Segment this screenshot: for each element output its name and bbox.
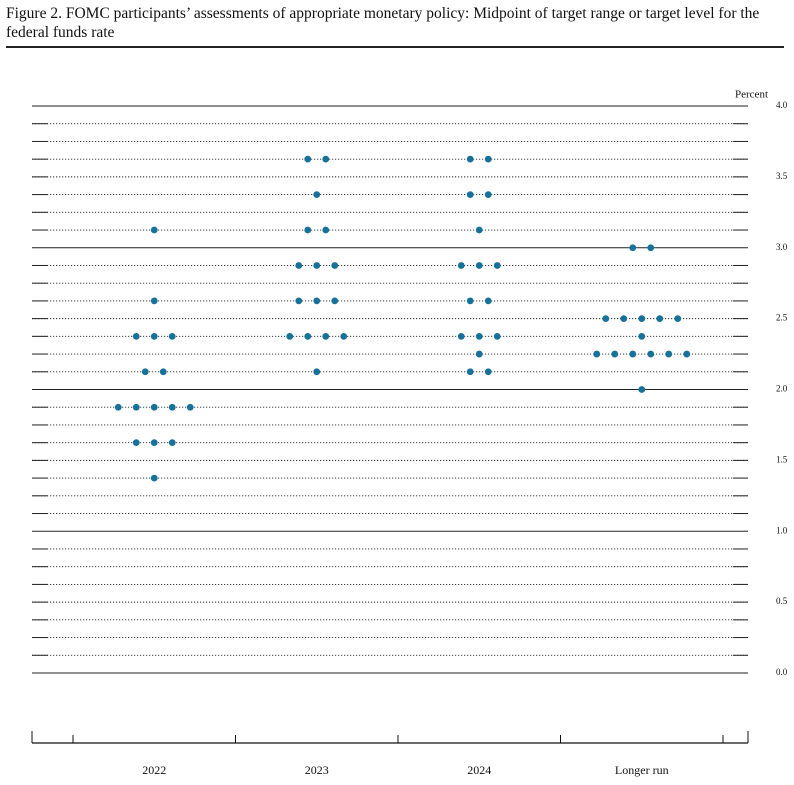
dot: [638, 332, 646, 340]
dot: [602, 315, 610, 323]
dot: [159, 368, 167, 376]
dot: [304, 226, 312, 234]
dot: [313, 297, 321, 305]
y-tick-label: 1.5: [776, 454, 788, 464]
dot: [683, 350, 691, 358]
dot: [331, 297, 339, 305]
dot: [141, 368, 149, 376]
y-tick-label: 1.0: [776, 525, 788, 535]
dot: [150, 439, 158, 447]
dot: [629, 244, 637, 252]
dot: [150, 332, 158, 340]
chart-title: Figure 2. FOMC participants’ assessments…: [6, 5, 760, 41]
dot: [286, 332, 294, 340]
dot: [484, 155, 492, 163]
dot: [638, 386, 646, 393]
dot: [168, 332, 176, 340]
dot: [322, 332, 330, 340]
dot: [493, 332, 501, 340]
dot: [150, 226, 158, 234]
dot: [304, 155, 312, 163]
y-tick-label: 0.0: [776, 667, 788, 677]
y-tick-label: 3.5: [776, 171, 788, 181]
dot: [457, 262, 465, 269]
dot: [150, 297, 158, 305]
dot: [132, 439, 140, 447]
dot: [475, 262, 483, 269]
dot: [114, 403, 122, 411]
dot: [322, 226, 330, 234]
dot: [484, 191, 492, 198]
dot: [466, 297, 474, 305]
dot: [150, 403, 158, 411]
dot: [340, 332, 348, 340]
x-tick-label: Longer run: [615, 763, 669, 777]
dot: [295, 262, 303, 269]
dot: [168, 403, 176, 411]
dot: [457, 332, 465, 340]
dot: [647, 244, 655, 252]
dot: [331, 262, 339, 269]
dot: [647, 350, 655, 358]
dot: [629, 350, 637, 358]
dot: [295, 297, 303, 305]
dot: [186, 403, 194, 411]
x-tick-label: 2023: [305, 763, 329, 777]
dot: [674, 315, 682, 323]
dot: [132, 332, 140, 340]
dot: [656, 315, 664, 323]
dot: [493, 262, 501, 269]
dot: [466, 155, 474, 163]
x-tick-label: 2022: [142, 763, 166, 777]
dot: [313, 262, 321, 269]
dot: [466, 368, 474, 376]
y-tick-label: 2.0: [776, 384, 788, 394]
dot: [475, 350, 483, 358]
dot: [484, 297, 492, 305]
dot: [611, 350, 619, 358]
dot: [132, 403, 140, 411]
dot: [638, 315, 646, 323]
dot: [150, 474, 158, 482]
dot: [475, 226, 483, 234]
dot: [313, 368, 321, 376]
y-tick-label: 3.0: [776, 242, 788, 252]
y-axis-label: Percent: [735, 89, 768, 101]
dot: [322, 155, 330, 163]
y-tick-label: 2.5: [776, 313, 788, 323]
dot: [475, 332, 483, 340]
x-tick-label: 2024: [467, 763, 491, 777]
dot: [168, 439, 176, 447]
dot: [466, 191, 474, 198]
y-tick-label: 0.5: [776, 596, 788, 606]
dot: [304, 332, 312, 340]
dot: [665, 350, 673, 358]
dot: [313, 191, 321, 198]
dot: [593, 350, 601, 358]
y-tick-label: 4.0: [776, 100, 788, 110]
dot: [484, 368, 492, 376]
dot: [620, 315, 628, 323]
title-rule: [6, 46, 784, 48]
